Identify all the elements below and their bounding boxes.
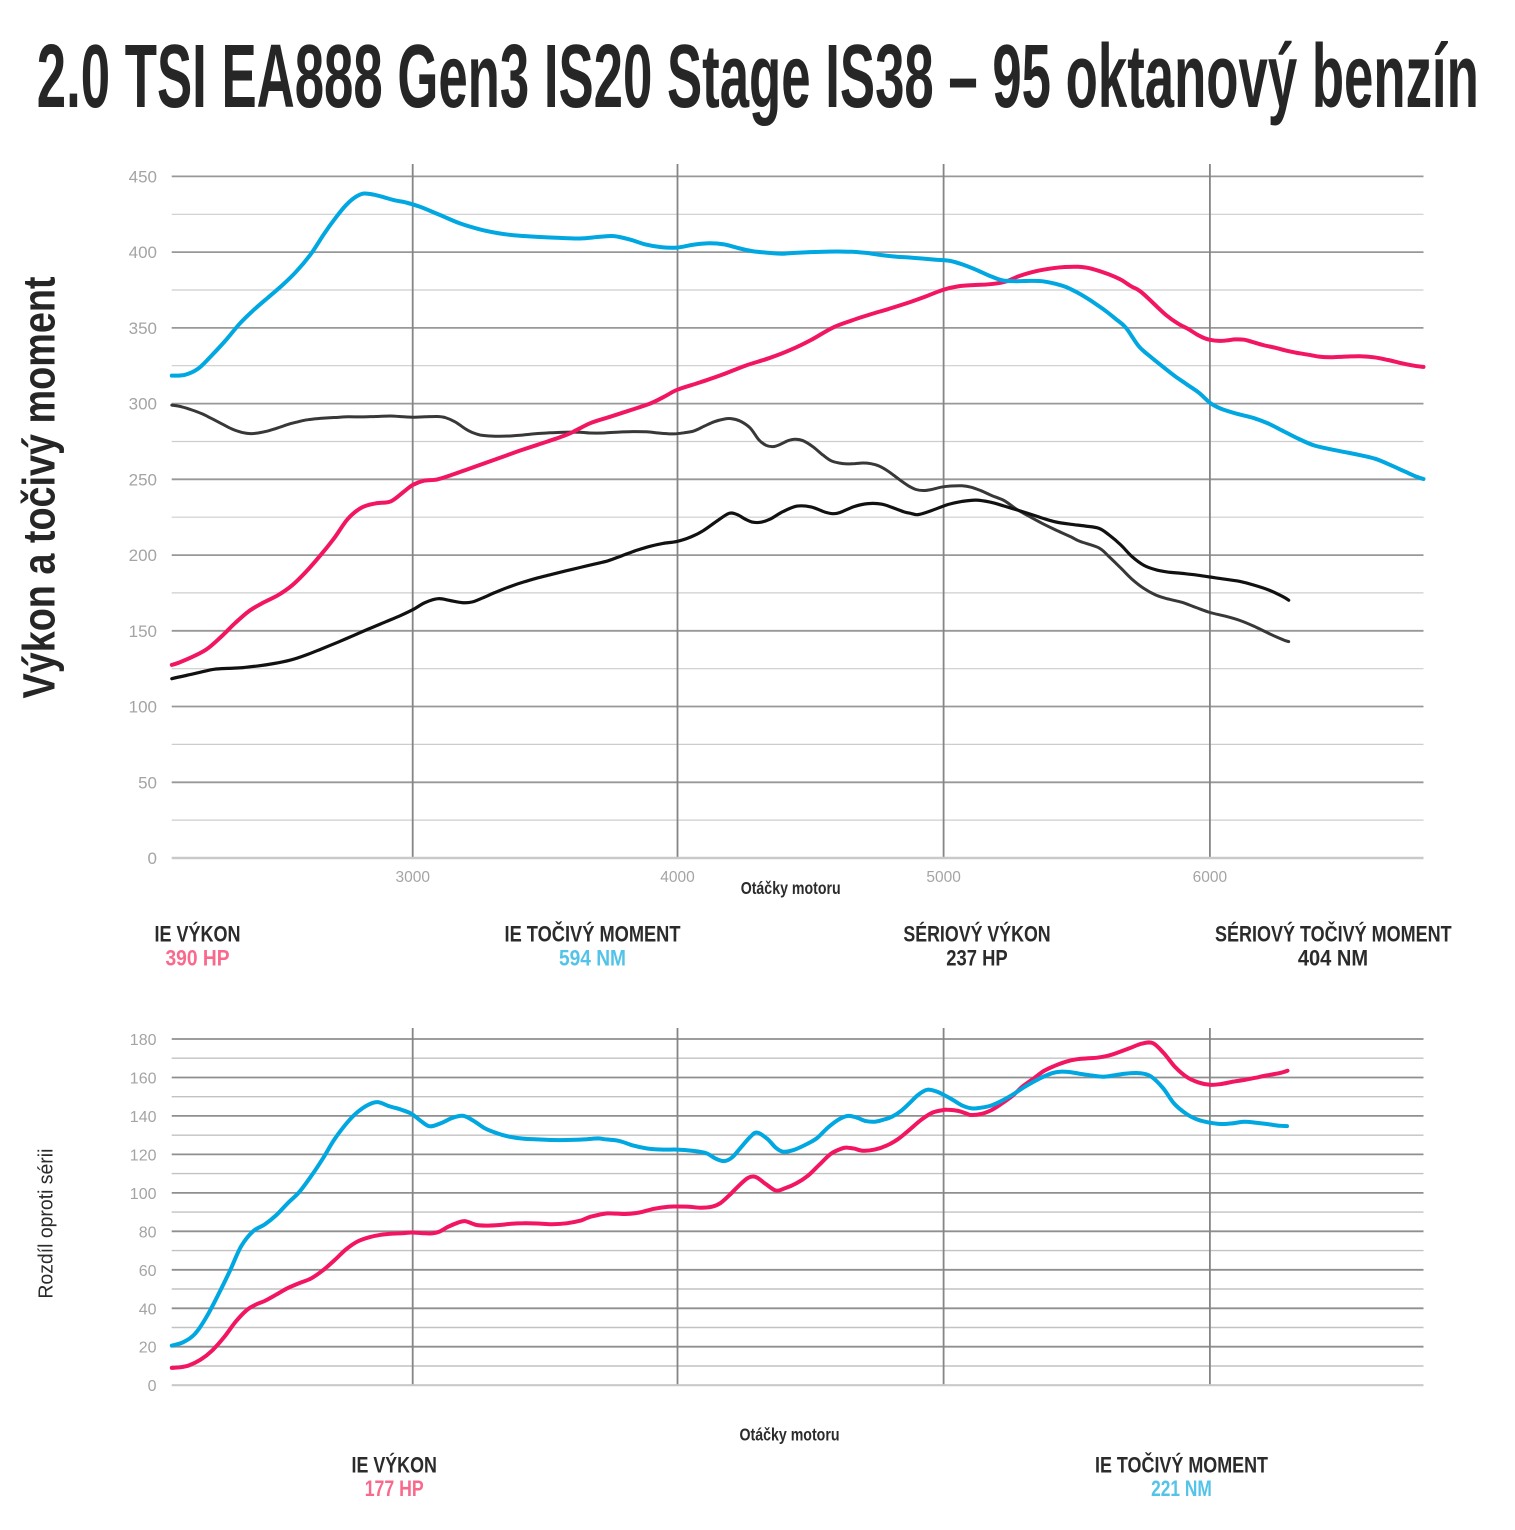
svg-text:5000: 5000	[926, 869, 961, 886]
svg-text:IE TOČIVÝ MOMENT: IE TOČIVÝ MOMENT	[1095, 1453, 1268, 1478]
svg-text:177 HP: 177 HP	[365, 1476, 424, 1501]
svg-text:0: 0	[148, 849, 157, 868]
svg-text:160: 160	[130, 1071, 157, 1088]
svg-text:6000: 6000	[1193, 869, 1228, 886]
svg-text:Otáčky motoru: Otáčky motoru	[741, 878, 841, 898]
svg-text:80: 80	[139, 1224, 157, 1241]
svg-text:IE VÝKON: IE VÝKON	[352, 1453, 437, 1478]
svg-text:150: 150	[129, 622, 157, 641]
svg-text:180: 180	[130, 1032, 157, 1049]
svg-text:200: 200	[129, 546, 157, 565]
svg-text:Výkon a točivý moment: Výkon a točivý moment	[14, 276, 65, 698]
svg-text:Otáčky motoru: Otáčky motoru	[740, 1425, 840, 1445]
svg-text:390 HP: 390 HP	[166, 946, 230, 971]
svg-text:50: 50	[138, 773, 157, 792]
svg-text:100: 100	[129, 698, 157, 717]
svg-text:404 NM: 404 NM	[1298, 946, 1368, 971]
svg-text:40: 40	[139, 1301, 157, 1318]
svg-text:300: 300	[129, 395, 157, 414]
svg-text:SÉRIOVÝ TOČIVÝ MOMENT: SÉRIOVÝ TOČIVÝ MOMENT	[1215, 922, 1452, 947]
svg-text:250: 250	[129, 470, 157, 489]
svg-text:594 NM: 594 NM	[559, 946, 626, 971]
svg-text:SÉRIOVÝ VÝKON: SÉRIOVÝ VÝKON	[903, 922, 1050, 947]
svg-text:IE TOČIVÝ MOMENT: IE TOČIVÝ MOMENT	[505, 922, 681, 947]
svg-text:140: 140	[130, 1109, 157, 1126]
svg-text:20: 20	[139, 1340, 157, 1357]
svg-text:237 HP: 237 HP	[946, 946, 1007, 971]
svg-text:400: 400	[129, 243, 157, 262]
svg-text:350: 350	[129, 319, 157, 338]
svg-text:100: 100	[130, 1186, 157, 1203]
svg-text:450: 450	[129, 167, 157, 186]
svg-text:Rozdíl oproti sérii: Rozdíl oproti sérii	[35, 1149, 58, 1299]
svg-text:0: 0	[148, 1378, 157, 1395]
svg-text:221 NM: 221 NM	[1151, 1476, 1212, 1501]
svg-text:60: 60	[139, 1263, 157, 1280]
svg-text:2.0 TSI EA888 Gen3 IS20 Stage: 2.0 TSI EA888 Gen3 IS20 Stage IS38 – 95 …	[37, 27, 1479, 127]
svg-text:3000: 3000	[395, 869, 430, 886]
svg-text:IE VÝKON: IE VÝKON	[155, 922, 241, 947]
svg-text:120: 120	[130, 1147, 157, 1164]
svg-text:4000: 4000	[660, 869, 695, 886]
